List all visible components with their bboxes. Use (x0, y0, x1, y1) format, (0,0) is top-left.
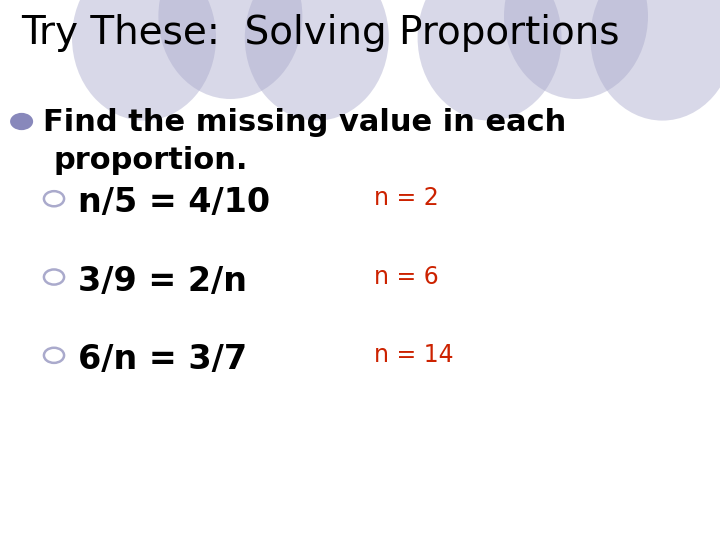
Ellipse shape (418, 0, 562, 120)
Circle shape (10, 113, 33, 130)
Text: Try These:  Solving Proportions: Try These: Solving Proportions (22, 14, 620, 51)
Text: n/5 = 4/10: n/5 = 4/10 (78, 186, 270, 219)
Ellipse shape (504, 0, 648, 99)
Text: 6/n = 3/7: 6/n = 3/7 (78, 343, 247, 376)
Text: Find the missing value in each: Find the missing value in each (43, 108, 567, 137)
Text: n = 6: n = 6 (374, 265, 439, 288)
Text: proportion.: proportion. (54, 146, 248, 175)
Ellipse shape (245, 0, 389, 120)
Text: 3/9 = 2/n: 3/9 = 2/n (78, 265, 247, 298)
Ellipse shape (158, 0, 302, 99)
Text: n = 14: n = 14 (374, 343, 454, 367)
Ellipse shape (590, 0, 720, 120)
Ellipse shape (72, 0, 216, 120)
Text: n = 2: n = 2 (374, 186, 439, 210)
